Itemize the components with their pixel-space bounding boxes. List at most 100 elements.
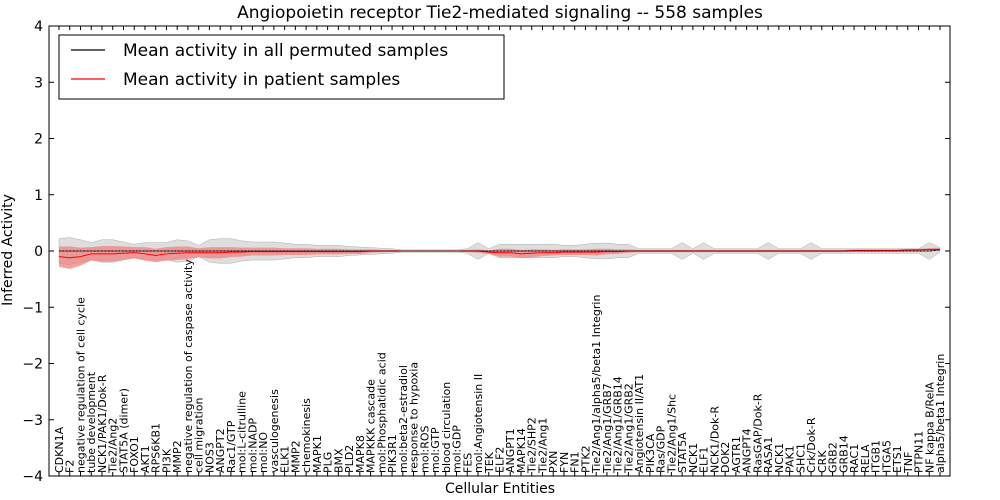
x-tick-label: NCK1 — [687, 443, 700, 473]
x-tick-label: TNF — [902, 452, 915, 474]
y-tick-label: 4 — [34, 19, 43, 35]
x-tick-label: STAT5A — [676, 432, 689, 473]
x-tick-label: mol:NADP — [246, 418, 259, 473]
x-tick-label: ELF1 — [698, 447, 711, 473]
x-tick-label: Tie2/Ang1/alpha5/beta1 Integrin — [590, 295, 603, 474]
y-tick-label: −3 — [22, 413, 43, 429]
x-tick-label: PLG — [322, 452, 335, 473]
x-tick-label: RELA — [859, 444, 872, 473]
x-tick-label: NCK1/Dok-R — [708, 406, 721, 473]
x-tick-label: MAPK1 — [311, 435, 324, 473]
x-tick-label: ANGPT1 — [504, 428, 517, 473]
x-tick-label: FOXO1 — [128, 436, 141, 473]
x-tick-label: STAT5A (dimer) — [117, 388, 130, 473]
x-tick-label: ETS1 — [891, 445, 904, 473]
x-tick-label: Tie2/Ang1/GRB14 — [612, 376, 625, 474]
y-tick-label: 2 — [34, 132, 43, 148]
y-tick-label: 0 — [34, 244, 43, 260]
x-tick-label: negative regulation of cell cycle — [74, 297, 87, 473]
x-tick-label: PIK3CA — [644, 433, 657, 473]
x-tick-label: DOK2 — [719, 442, 732, 473]
x-tick-label: NF kappa B/RelA — [923, 382, 936, 473]
x-tick-label: Tie2/Ang1/GRB2 — [622, 383, 635, 474]
x-tick-label: chemokinesis — [300, 398, 313, 473]
x-tick-label: Tie2/Ang1/GRB7 — [601, 383, 614, 474]
legend-box — [58, 34, 505, 100]
x-tick-label: Tie2/SHP2 — [526, 417, 539, 474]
y-tick-label: −1 — [22, 300, 43, 316]
x-tick-label: Angiotensin II/AT1 — [633, 374, 646, 473]
x-tick-label: MMP2 — [289, 440, 302, 473]
x-tick-label: PIK3R1 — [386, 434, 399, 473]
x-tick-label: Tie2/Ang1 — [536, 418, 549, 474]
legend: Mean activity in all permuted samples Mea… — [58, 34, 505, 100]
x-tick-label: MAPK14 — [515, 428, 528, 473]
x-tick-label: Tie2/Ang1/Shc — [665, 394, 678, 474]
x-tick-label: vasculogenesis — [268, 389, 281, 473]
y-axis-label: Inferred Activity — [0, 194, 16, 306]
x-tick-label: AGTR1 — [730, 436, 743, 473]
x-tick-label: MMP2 — [171, 440, 184, 473]
x-tick-label: mol:GTP — [429, 427, 442, 473]
x-tick-label: PLD2 — [343, 445, 356, 473]
x-tick-label: cell migration — [193, 397, 206, 473]
x-tick-label: NOS3 — [203, 442, 216, 473]
x-tick-label: mol:ROS — [418, 425, 431, 473]
x-tick-label: F2 — [64, 460, 77, 473]
chart-title: Angiopoietin receptor Tie2-mediated sign… — [237, 3, 763, 23]
x-tick-label: FES — [461, 453, 474, 473]
x-tick-label: PXN — [547, 451, 560, 473]
x-tick-label: PTPN11 — [913, 431, 926, 473]
x-tick-label: NCK1/PAK1/Dok-R — [96, 374, 109, 473]
x-tick-label: mol:L-citrulline — [236, 391, 249, 473]
x-tick-label: mol:GDP — [451, 425, 464, 473]
x-tick-label: Crk/Dok-R — [805, 417, 818, 473]
x-tick-label: PAK1 — [784, 445, 797, 473]
x-tick-label: PTK2 — [579, 445, 592, 473]
x-tick-label: mol:NO — [257, 432, 270, 473]
x-tick-label: alpha5/beta1 Integrin — [934, 354, 947, 473]
x-tick-label: ANGPT4 — [741, 428, 754, 473]
x-tick-label: Rac1/GTP — [225, 420, 238, 473]
x-tick-label: GRB14 — [837, 435, 850, 473]
x-axis-label: Cellular Entities — [445, 481, 555, 497]
x-tick-label: ANGPT2 — [214, 428, 227, 473]
x-tick-label: response to hypoxia — [408, 362, 421, 473]
y-tick-label: 3 — [34, 75, 43, 91]
x-tick-label: GRB2 — [827, 442, 840, 473]
y-tick-label: −2 — [22, 357, 43, 373]
x-tick-label: ELF2 — [494, 447, 507, 473]
x-tick-label: mol:Phosphatidic acid — [375, 352, 388, 473]
x-tick-label: ITGB1 — [870, 440, 883, 473]
x-tick-label: BMX — [332, 448, 345, 473]
x-tick-label: ITGA5 — [880, 440, 893, 473]
y-tick-label: 1 — [34, 188, 43, 204]
x-tick-label: Ras/GDP — [655, 425, 668, 473]
x-tick-label: NCK1 — [773, 443, 786, 473]
x-tick-label: RASA1 — [762, 437, 775, 473]
x-tick-label: Tie2/Ang2 — [107, 418, 120, 474]
x-tick-label: FYN — [558, 452, 571, 473]
x-tick-label: mol:beta2-estradiol — [397, 365, 410, 473]
x-tick-label: CRK — [816, 450, 829, 473]
x-tick-label: CDKN1A — [53, 426, 66, 473]
x-tick-label: SHC1 — [794, 443, 807, 473]
x-tick-label: RasGAP/Dok-R — [751, 393, 764, 473]
legend-label: Mean activity in all permuted samples — [123, 41, 448, 61]
x-tick-label: TEK — [483, 451, 496, 474]
x-tick-label: MAPKKK cascade — [365, 379, 378, 473]
x-tick-label: negative regulation of caspase activity — [182, 259, 195, 473]
x-tick-label: tube development — [85, 371, 98, 473]
x-tick-label: RPS6KB1 — [150, 423, 163, 473]
permuted-mean-overlay — [59, 249, 941, 252]
x-tick-label: FN1 — [569, 451, 582, 473]
x-tick-label: ELK1 — [279, 446, 292, 473]
x-tick-label: mol:Angiotensin II — [472, 374, 485, 473]
x-tick-label: MAPK8 — [354, 435, 367, 473]
x-tick-label: AKT1 — [139, 445, 152, 473]
x-tick-label: PI3K — [160, 448, 173, 473]
y-tick-label: −4 — [22, 469, 43, 485]
